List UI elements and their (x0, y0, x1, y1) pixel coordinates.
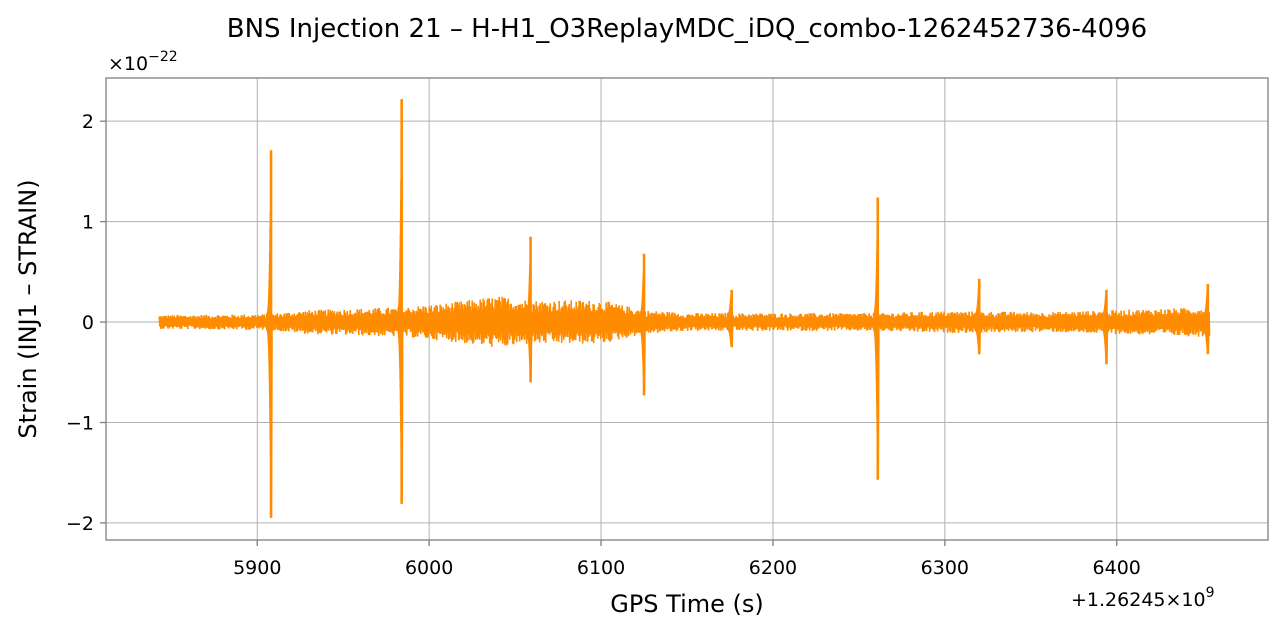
y-multiplier-exponent: −22 (148, 49, 178, 65)
spike (872, 197, 880, 480)
x-axis-label: GPS Time (s) (610, 590, 764, 618)
x-tick-label: 6300 (921, 557, 969, 579)
y-tick-label: 1 (82, 212, 94, 234)
y-axis-label: Strain (INJ1 – STRAIN) (14, 179, 42, 438)
noise-trace (158, 296, 1211, 347)
chart-title: BNS Injection 21 – H-H1_O3ReplayMDC_iDQ_… (227, 14, 1147, 44)
plot-frame (105, 77, 1269, 541)
x-tick-label: 6100 (577, 557, 625, 579)
y-tick-label: −2 (66, 513, 94, 535)
y-tick-label: 0 (82, 312, 94, 334)
grid (106, 78, 1268, 540)
y-multiplier: ×10−22 (108, 49, 178, 75)
spike (638, 253, 646, 396)
spike (974, 278, 982, 355)
x-offset: +1.26245×109 (1071, 585, 1215, 611)
x-tick-label: 6400 (1093, 557, 1141, 579)
spike (1202, 283, 1210, 355)
spike (396, 99, 404, 504)
x-tick-label: 6000 (405, 557, 453, 579)
x-offset-base: +1.26245×10 (1071, 589, 1206, 611)
y-tick-label: 2 (82, 111, 94, 133)
y-tick-label: −1 (66, 412, 94, 434)
spike (726, 289, 734, 348)
spike (265, 150, 273, 518)
x-offset-exponent: 9 (1206, 585, 1215, 601)
series-strain (158, 99, 1211, 518)
y-multiplier-base: ×10 (108, 53, 148, 75)
x-tick-label: 5900 (233, 557, 281, 579)
spike (525, 236, 533, 383)
axis-ticks: 5900 6000 6100 6200 6300 6400 −2 −1 0 1 2 (66, 111, 1141, 579)
spike (1101, 289, 1109, 365)
x-tick-label: 6200 (749, 557, 797, 579)
